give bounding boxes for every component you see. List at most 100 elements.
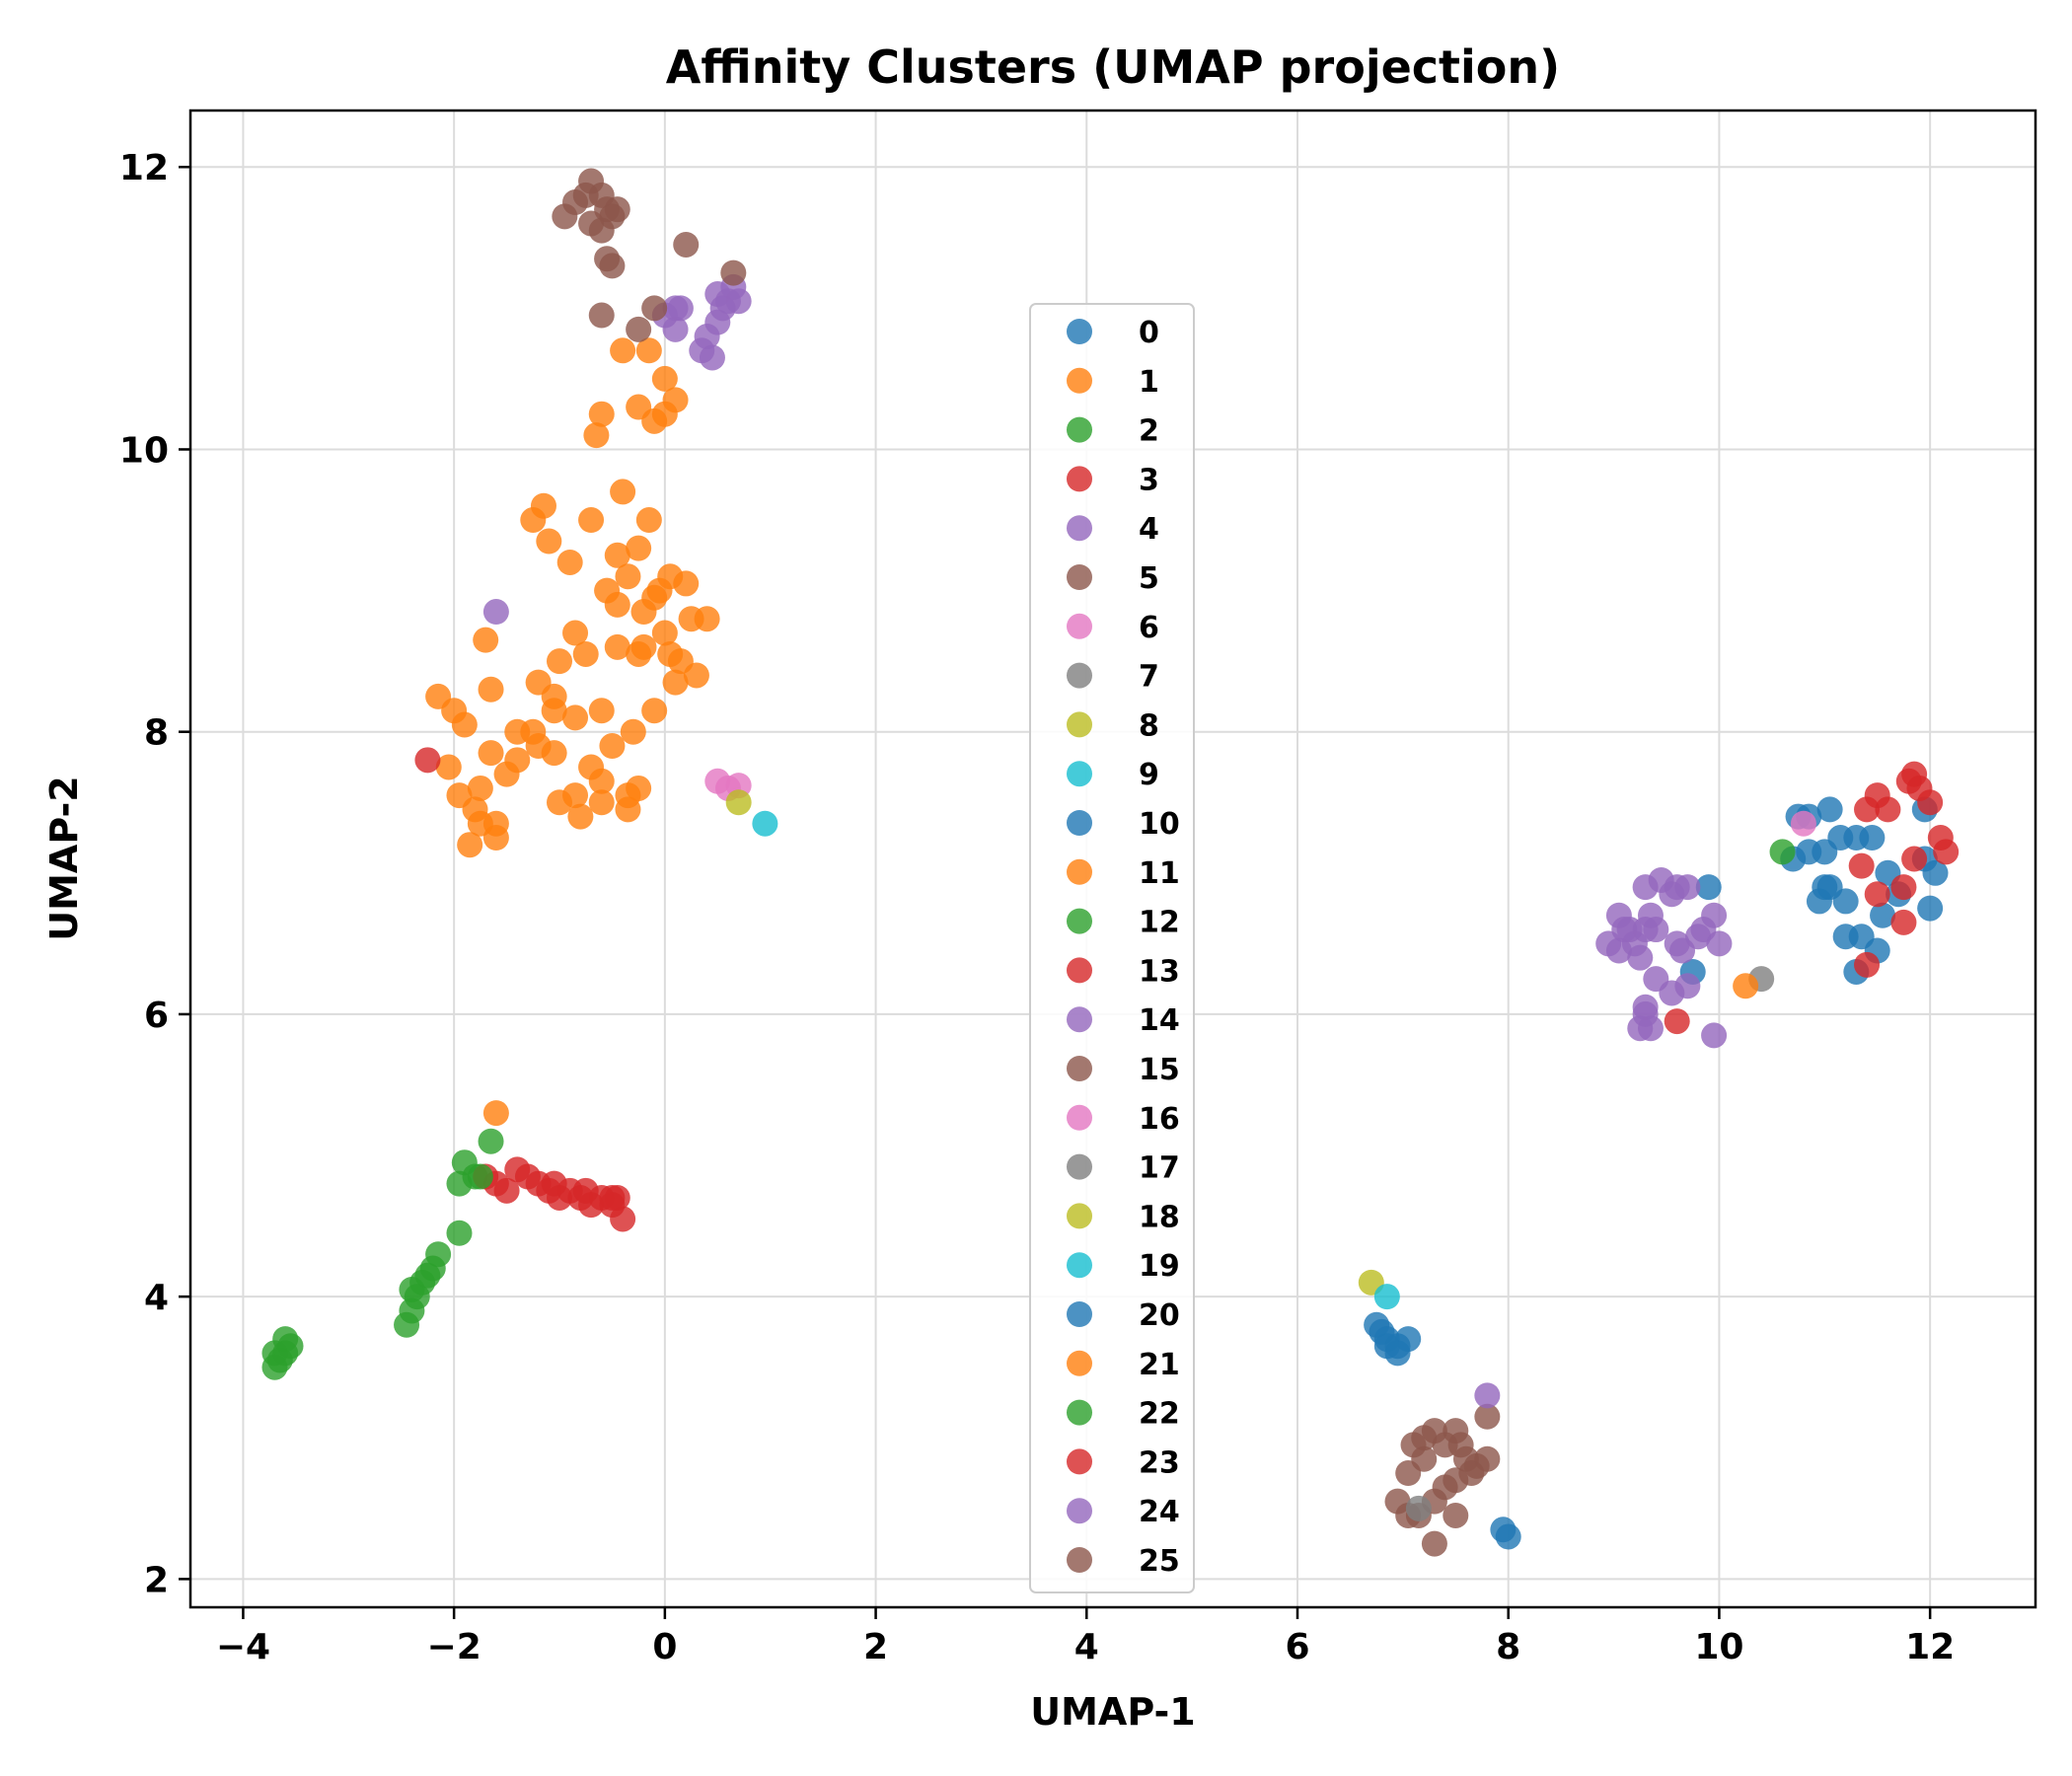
data-point bbox=[1384, 1488, 1411, 1515]
data-point bbox=[541, 683, 567, 709]
data-point bbox=[1664, 1008, 1690, 1035]
legend-label: 19 bbox=[1139, 1249, 1180, 1284]
data-point bbox=[1627, 1015, 1654, 1042]
legend-item: 14 bbox=[1067, 1003, 1180, 1038]
data-point bbox=[482, 1100, 509, 1127]
data-point bbox=[1474, 1445, 1501, 1472]
series-19-points bbox=[1373, 1284, 1400, 1310]
legend-item: 25 bbox=[1067, 1544, 1180, 1579]
data-point bbox=[1864, 881, 1890, 908]
legend-item: 4 bbox=[1067, 512, 1159, 547]
legend-marker bbox=[1067, 1203, 1092, 1229]
x-tick-label: −2 bbox=[427, 1627, 481, 1667]
data-point bbox=[604, 196, 630, 223]
data-point bbox=[578, 507, 605, 534]
legend-label: 25 bbox=[1139, 1544, 1180, 1579]
legend-marker bbox=[1067, 466, 1092, 492]
data-point bbox=[473, 627, 499, 653]
series-2-points bbox=[261, 1128, 504, 1380]
legend-label: 23 bbox=[1139, 1445, 1180, 1480]
y-tick-label: 10 bbox=[119, 430, 169, 471]
legend-marker bbox=[1067, 711, 1092, 738]
legend-item: 13 bbox=[1067, 954, 1180, 989]
chart-title: Affinity Clusters (UMAP projection) bbox=[666, 40, 1560, 94]
x-tick-label: 10 bbox=[1694, 1627, 1743, 1667]
data-point bbox=[610, 337, 636, 364]
legend-label: 18 bbox=[1139, 1200, 1180, 1234]
data-point bbox=[478, 676, 504, 703]
data-point bbox=[588, 401, 615, 427]
legend-label: 24 bbox=[1139, 1495, 1180, 1529]
legend-marker bbox=[1067, 613, 1092, 639]
series-15-points bbox=[1384, 1403, 1501, 1557]
series-12-points bbox=[1769, 839, 1796, 865]
data-point bbox=[482, 599, 509, 626]
data-point bbox=[1474, 1382, 1501, 1409]
series-21-points bbox=[482, 1100, 509, 1127]
series-22-points bbox=[467, 1163, 493, 1190]
data-point bbox=[615, 782, 641, 809]
data-point bbox=[541, 740, 567, 767]
legend-item: 0 bbox=[1067, 316, 1159, 350]
series-16-points bbox=[1790, 810, 1816, 837]
x-tick-label: 2 bbox=[863, 1627, 888, 1667]
data-point bbox=[699, 344, 725, 371]
legend-item: 2 bbox=[1067, 414, 1159, 449]
legend-label: 9 bbox=[1139, 758, 1159, 792]
series-9-points bbox=[752, 810, 778, 837]
series-20-points bbox=[1364, 1311, 1521, 1550]
data-point bbox=[1701, 902, 1728, 928]
legend-item: 3 bbox=[1067, 463, 1159, 497]
data-point bbox=[441, 698, 468, 724]
data-point bbox=[446, 1220, 473, 1246]
series-14-points bbox=[1595, 866, 1733, 1049]
data-point bbox=[641, 698, 668, 724]
data-point bbox=[1832, 888, 1859, 915]
data-point bbox=[541, 1170, 567, 1197]
data-point bbox=[725, 789, 752, 816]
data-point bbox=[1890, 874, 1917, 901]
data-points bbox=[261, 168, 1960, 1557]
y-tick-label: 8 bbox=[144, 713, 169, 754]
data-point bbox=[1859, 825, 1886, 851]
data-point bbox=[425, 1241, 452, 1268]
data-point bbox=[588, 302, 615, 329]
data-point bbox=[1769, 839, 1796, 865]
data-point bbox=[504, 718, 531, 745]
legend-marker bbox=[1067, 908, 1092, 934]
data-point bbox=[1812, 874, 1838, 901]
legend-item: 12 bbox=[1067, 906, 1180, 940]
data-point bbox=[547, 648, 572, 675]
data-point bbox=[1922, 859, 1949, 886]
legend-marker bbox=[1067, 416, 1092, 443]
legend-label: 1 bbox=[1139, 365, 1159, 400]
series-8-points bbox=[725, 789, 752, 816]
data-point bbox=[651, 620, 678, 646]
data-point bbox=[1848, 924, 1875, 950]
legend-marker bbox=[1067, 1301, 1092, 1327]
data-point bbox=[588, 789, 615, 816]
data-point bbox=[626, 640, 652, 667]
legend-label: 20 bbox=[1139, 1298, 1180, 1333]
legend-marker bbox=[1067, 761, 1092, 787]
series-25-points bbox=[1474, 1445, 1501, 1472]
data-point bbox=[467, 810, 493, 837]
legend-item: 9 bbox=[1067, 758, 1159, 792]
legend-item: 7 bbox=[1067, 660, 1159, 695]
x-tick-label: −4 bbox=[216, 1627, 270, 1667]
data-point bbox=[1627, 944, 1654, 971]
data-point bbox=[704, 281, 731, 308]
legend: 0123456789101112131415161718192021222324… bbox=[1029, 303, 1195, 1593]
data-point bbox=[604, 542, 630, 568]
data-point bbox=[635, 337, 662, 364]
series-23-points bbox=[599, 1184, 626, 1211]
data-point bbox=[399, 1276, 425, 1302]
data-point bbox=[651, 365, 678, 392]
legend-item: 1 bbox=[1067, 365, 1159, 400]
series-11-points bbox=[1733, 973, 1759, 999]
legend-item: 22 bbox=[1067, 1397, 1180, 1432]
series-3-points bbox=[414, 747, 636, 1232]
data-point bbox=[651, 401, 678, 427]
y-tick-label: 2 bbox=[144, 1560, 169, 1600]
data-point bbox=[1848, 852, 1875, 879]
